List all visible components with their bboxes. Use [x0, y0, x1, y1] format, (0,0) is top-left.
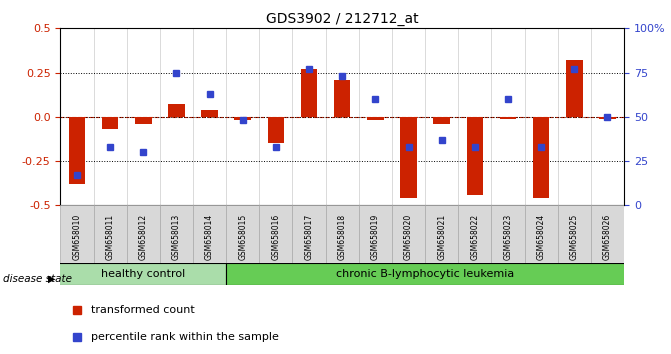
Bar: [325, 205, 359, 264]
Bar: [334, 80, 350, 117]
Bar: [93, 205, 127, 264]
Text: GSM658015: GSM658015: [238, 214, 247, 260]
Bar: [168, 104, 185, 117]
Bar: [127, 205, 160, 264]
Bar: [433, 117, 450, 124]
Bar: [226, 263, 624, 285]
Bar: [234, 117, 251, 120]
Bar: [533, 117, 550, 198]
Text: GSM658023: GSM658023: [503, 214, 513, 260]
Bar: [500, 117, 516, 119]
Text: ▶: ▶: [48, 274, 56, 284]
Bar: [591, 205, 624, 264]
Bar: [160, 205, 193, 264]
Bar: [392, 205, 425, 264]
Title: GDS3902 / 212712_at: GDS3902 / 212712_at: [266, 12, 419, 26]
Text: GSM658014: GSM658014: [205, 214, 214, 260]
Text: GSM658021: GSM658021: [437, 214, 446, 260]
Text: GSM658010: GSM658010: [72, 214, 81, 260]
Bar: [268, 117, 285, 143]
Bar: [525, 205, 558, 264]
Text: GSM658017: GSM658017: [305, 214, 313, 260]
Bar: [293, 205, 325, 264]
Bar: [102, 117, 118, 129]
Text: GSM658026: GSM658026: [603, 214, 612, 260]
Text: GSM658013: GSM658013: [172, 214, 181, 260]
Bar: [135, 117, 152, 124]
Bar: [491, 205, 525, 264]
Bar: [68, 117, 85, 184]
Text: GSM658011: GSM658011: [105, 214, 115, 260]
Bar: [566, 60, 582, 117]
Bar: [193, 205, 226, 264]
Bar: [60, 205, 93, 264]
Text: GSM658020: GSM658020: [404, 214, 413, 260]
Text: GSM658012: GSM658012: [139, 214, 148, 260]
Bar: [466, 117, 483, 195]
Text: GSM658019: GSM658019: [371, 214, 380, 260]
Bar: [425, 205, 458, 264]
Bar: [367, 117, 384, 120]
Bar: [259, 205, 293, 264]
Bar: [558, 205, 591, 264]
Text: percentile rank within the sample: percentile rank within the sample: [91, 332, 279, 342]
Text: GSM658024: GSM658024: [537, 214, 546, 260]
Text: disease state: disease state: [3, 274, 72, 284]
Text: GSM658025: GSM658025: [570, 214, 579, 260]
Text: GSM658018: GSM658018: [338, 214, 347, 260]
Bar: [359, 205, 392, 264]
Bar: [458, 205, 491, 264]
Bar: [400, 117, 417, 198]
Text: GSM658016: GSM658016: [271, 214, 280, 260]
Text: chronic B-lymphocytic leukemia: chronic B-lymphocytic leukemia: [336, 269, 514, 279]
Bar: [60, 263, 226, 285]
Text: GSM658022: GSM658022: [470, 214, 479, 260]
Bar: [599, 117, 616, 119]
Bar: [226, 205, 259, 264]
Bar: [301, 69, 317, 117]
Text: transformed count: transformed count: [91, 305, 195, 315]
Text: healthy control: healthy control: [101, 269, 185, 279]
Bar: [201, 110, 218, 117]
